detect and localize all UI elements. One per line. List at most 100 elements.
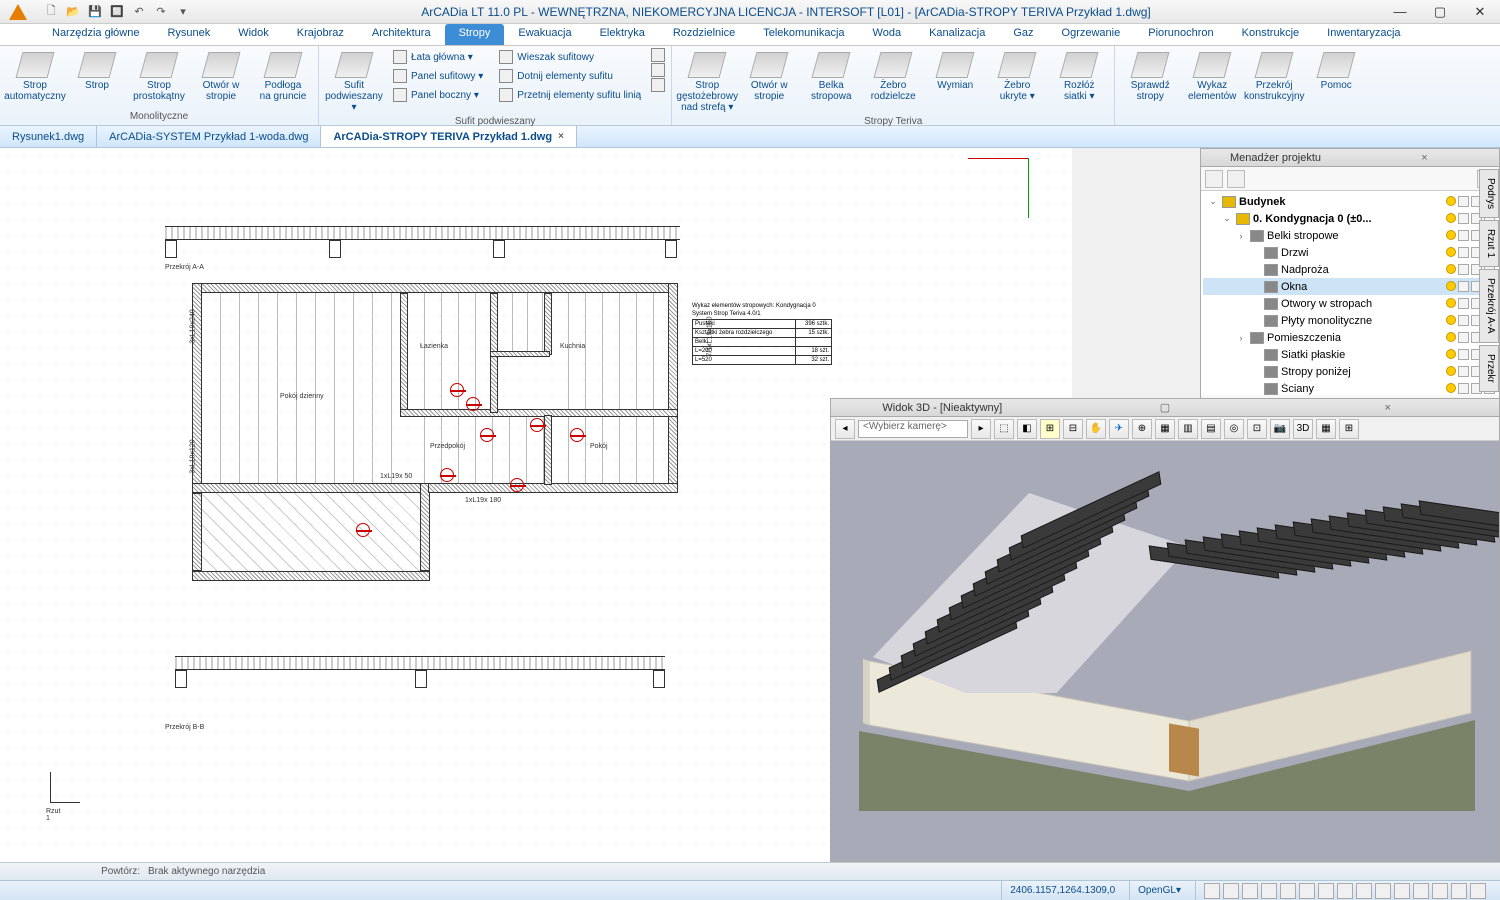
qat-redo-icon[interactable]: ↷ xyxy=(152,3,170,21)
lock-icon[interactable] xyxy=(1458,196,1469,207)
view3d-tool-icon[interactable]: ⊞ xyxy=(1040,419,1060,439)
ribbon-tab-inwentaryzacja[interactable]: Inwentaryzacja xyxy=(1313,24,1414,45)
qat-open-icon[interactable]: 📂 xyxy=(64,3,82,21)
camera-prev-icon[interactable]: ◂ xyxy=(835,419,855,439)
extra-btn-2[interactable]: Przekrójkonstrukcyjny xyxy=(1245,48,1303,104)
panel-close-icon[interactable]: × xyxy=(1276,402,1499,414)
status-icon[interactable] xyxy=(1261,883,1277,899)
panel-close-icon[interactable]: × xyxy=(1350,152,1499,164)
ribbon-tab-gaz[interactable]: Gaz xyxy=(999,24,1047,45)
side-tab[interactable]: Przekr xyxy=(1479,345,1499,392)
view3d-tool-icon[interactable]: ⊞ xyxy=(1339,419,1359,439)
tree-item[interactable]: Siatki płaskie xyxy=(1203,346,1497,363)
ribbon-tab-woda[interactable]: Woda xyxy=(859,24,916,45)
sufit-small-btn[interactable]: Panel sufitowy ▾ xyxy=(387,67,489,85)
sufit-small-btn[interactable]: Łata główna ▾ xyxy=(387,48,489,66)
teriva-btn-2[interactable]: Belkastropowa xyxy=(802,48,860,104)
mono-btn-4[interactable]: Podłogana gruncie xyxy=(254,48,312,104)
teriva-btn-4[interactable]: Wymian xyxy=(926,48,984,93)
qat-save-icon[interactable]: 💾 xyxy=(86,3,104,21)
file-tab[interactable]: ArCADia-STROPY TERIVA Przykład 1.dwg× xyxy=(321,126,576,147)
status-icon[interactable] xyxy=(1413,883,1429,899)
view3d-tool-icon[interactable]: 📷 xyxy=(1270,419,1290,439)
lock-icon[interactable] xyxy=(1458,315,1469,326)
extra-btn-3[interactable]: Pomoc xyxy=(1307,48,1365,93)
tree-item[interactable]: Otwory w stropach xyxy=(1203,295,1497,312)
tree-item[interactable]: Stropy poniżej xyxy=(1203,363,1497,380)
view3d-tool-icon[interactable]: ◧ xyxy=(1017,419,1037,439)
view3d-tool-icon[interactable]: ⊕ xyxy=(1132,419,1152,439)
view3d-tool-icon[interactable]: ▤ xyxy=(1201,419,1221,439)
close-button[interactable]: ✕ xyxy=(1460,0,1500,24)
teriva-btn-5[interactable]: Żebroukryte ▾ xyxy=(988,48,1046,104)
status-icon[interactable] xyxy=(1318,883,1334,899)
expand-icon[interactable]: › xyxy=(1235,231,1247,241)
lock-icon[interactable] xyxy=(1458,349,1469,360)
view3d-canvas[interactable] xyxy=(831,441,1499,861)
file-tab[interactable]: ArCADia-SYSTEM Przykład 1-woda.dwg xyxy=(97,126,321,147)
qat-new-icon[interactable]: 🗋 xyxy=(42,3,60,21)
view3d-tool-icon[interactable]: ⊟ xyxy=(1063,419,1083,439)
mono-btn-2[interactable]: Stropprostokątny xyxy=(130,48,188,104)
bulb-icon[interactable] xyxy=(1446,230,1456,240)
ribbon-tab-ewakuacja[interactable]: Ewakuacja xyxy=(504,24,585,45)
bulb-icon[interactable] xyxy=(1446,196,1456,206)
teriva-btn-6[interactable]: Rozłóżsiatki ▾ xyxy=(1050,48,1108,104)
app-logo[interactable] xyxy=(0,0,36,24)
view3d-tool-icon[interactable]: ◎ xyxy=(1224,419,1244,439)
bulb-icon[interactable] xyxy=(1446,264,1456,274)
ribbon-tab-stropy[interactable]: Stropy xyxy=(445,24,505,45)
bulb-icon[interactable] xyxy=(1446,315,1456,325)
teriva-btn-0[interactable]: Strop gęstożebrowynad strefą ▾ xyxy=(678,48,736,115)
ribbon-tab-widok[interactable]: Widok xyxy=(224,24,283,45)
view3d-title[interactable]: Widok 3D - [Nieaktywny] ▢ × xyxy=(831,399,1499,417)
qat-dropdown-icon[interactable]: ▾ xyxy=(174,3,192,21)
expand-icon[interactable]: › xyxy=(1235,333,1247,343)
view3d-tool-icon[interactable]: ⬚ xyxy=(994,419,1014,439)
extra-btn-1[interactable]: Wykazelementów xyxy=(1183,48,1241,104)
ribbon-tab-kanalizacja[interactable]: Kanalizacja xyxy=(915,24,999,45)
status-icon[interactable] xyxy=(1375,883,1391,899)
view3d-tool-icon[interactable]: ▦ xyxy=(1316,419,1336,439)
lock-icon[interactable] xyxy=(1458,213,1469,224)
mono-btn-3[interactable]: Otwór wstropie xyxy=(192,48,250,104)
tree-item[interactable]: ⌄0. Kondygnacja 0 (±0... xyxy=(1203,210,1497,227)
bulb-icon[interactable] xyxy=(1446,332,1456,342)
bulb-icon[interactable] xyxy=(1446,281,1456,291)
sufit-small-btn[interactable]: Wieszak sufitowy xyxy=(493,48,647,66)
status-icon[interactable] xyxy=(1223,883,1239,899)
mini-icon[interactable] xyxy=(651,78,665,92)
status-icon[interactable] xyxy=(1451,883,1467,899)
sufit-small-btn[interactable]: Dotnij elementy sufitu xyxy=(493,67,647,85)
status-icon[interactable] xyxy=(1432,883,1448,899)
status-icon[interactable] xyxy=(1280,883,1296,899)
status-icon[interactable] xyxy=(1337,883,1353,899)
camera-select[interactable]: <Wybierz kamerę> xyxy=(858,420,968,438)
sufit-small-btn[interactable]: Przetnij elementy sufitu linią xyxy=(493,86,647,104)
qat-print-icon[interactable]: 🔲 xyxy=(108,3,126,21)
mono-btn-1[interactable]: Strop xyxy=(68,48,126,93)
bulb-icon[interactable] xyxy=(1446,298,1456,308)
minimize-button[interactable]: — xyxy=(1380,0,1420,24)
mono-btn-0[interactable]: Stropautomatyczny xyxy=(6,48,64,104)
lock-icon[interactable] xyxy=(1458,366,1469,377)
ribbon-tab-rysunek[interactable]: Rysunek xyxy=(153,24,224,45)
ribbon-tab-narzędzia-główne[interactable]: Narzędzia główne xyxy=(38,24,153,45)
panel-title[interactable]: Menadżer projektu × xyxy=(1201,149,1499,167)
bulb-icon[interactable] xyxy=(1446,366,1456,376)
tree-item[interactable]: Drzwi xyxy=(1203,244,1497,261)
ribbon-tab-piorunochron[interactable]: Piorunochron xyxy=(1134,24,1227,45)
lock-icon[interactable] xyxy=(1458,264,1469,275)
view3d-tool-icon[interactable]: 3D xyxy=(1293,419,1313,439)
view3d-tool-icon[interactable]: ▦ xyxy=(1155,419,1175,439)
sufit-podwieszany-button[interactable]: Sufitpodwieszany ▾ xyxy=(325,48,383,115)
tree-item[interactable]: Nadproża xyxy=(1203,261,1497,278)
ribbon-tab-konstrukcje[interactable]: Konstrukcje xyxy=(1228,24,1313,45)
lock-icon[interactable] xyxy=(1458,281,1469,292)
panel-toolbar-btn[interactable] xyxy=(1227,170,1245,188)
sufit-small-btn[interactable]: Panel boczny ▾ xyxy=(387,86,489,104)
panel-toolbar-btn[interactable] xyxy=(1205,170,1223,188)
lock-icon[interactable] xyxy=(1458,383,1469,394)
bulb-icon[interactable] xyxy=(1446,383,1456,393)
expand-icon[interactable]: ⌄ xyxy=(1221,213,1233,224)
